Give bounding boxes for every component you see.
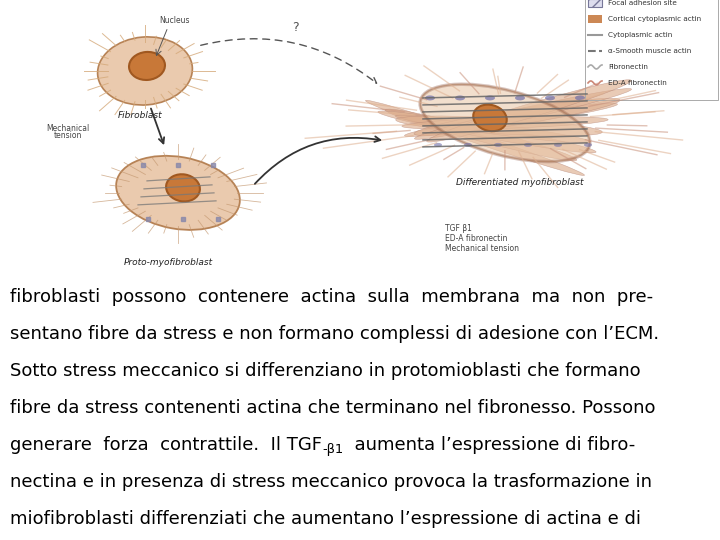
Ellipse shape xyxy=(515,96,525,100)
Ellipse shape xyxy=(129,52,165,80)
Ellipse shape xyxy=(385,109,577,161)
Bar xyxy=(588,15,602,23)
Ellipse shape xyxy=(545,96,555,100)
Ellipse shape xyxy=(396,116,602,136)
Ellipse shape xyxy=(427,80,631,142)
Ellipse shape xyxy=(395,115,590,143)
Text: fibre da stress contenenti actina che terminano nel fibronesso. Possono: fibre da stress contenenti actina che te… xyxy=(10,399,656,417)
Ellipse shape xyxy=(402,117,608,129)
Ellipse shape xyxy=(405,103,618,137)
Text: Cortical cytoplasmic actin: Cortical cytoplasmic actin xyxy=(608,16,701,22)
Text: sentano fibre da stress e non formano complessi di adesione con l’ECM.: sentano fibre da stress e non formano co… xyxy=(10,325,660,343)
Text: -β1: -β1 xyxy=(322,443,343,456)
Ellipse shape xyxy=(554,143,562,147)
Text: ED-A fibronectin: ED-A fibronectin xyxy=(445,234,508,243)
Text: Mechanical tension: Mechanical tension xyxy=(445,244,519,253)
Ellipse shape xyxy=(366,100,585,176)
Ellipse shape xyxy=(434,143,442,147)
Text: Cytoplasmic actin: Cytoplasmic actin xyxy=(608,32,672,38)
Text: Il modello a due stadi della differenziazione del miofibroblasto. In vivo, i: Il modello a due stadi della differenzia… xyxy=(10,251,660,269)
Ellipse shape xyxy=(464,143,472,147)
Text: Fibroblast: Fibroblast xyxy=(117,111,162,120)
Text: Differentiated myofibroblast: Differentiated myofibroblast xyxy=(456,178,584,187)
Ellipse shape xyxy=(455,96,465,100)
Text: Focal adhesion site: Focal adhesion site xyxy=(608,0,677,6)
Ellipse shape xyxy=(116,156,240,230)
Ellipse shape xyxy=(166,174,200,201)
Text: tension: tension xyxy=(54,131,82,140)
Ellipse shape xyxy=(425,96,435,100)
Text: aumenta l’espressione di fibro-: aumenta l’espressione di fibro- xyxy=(343,436,636,454)
Ellipse shape xyxy=(575,96,585,100)
Text: generare  forza  contrattile.  Il TGF: generare forza contrattile. Il TGF xyxy=(10,436,322,454)
Ellipse shape xyxy=(415,89,631,139)
Ellipse shape xyxy=(494,143,502,147)
Ellipse shape xyxy=(524,143,532,147)
Text: miofibroblasti differenziati che aumentano l’espressione di actina e di: miofibroblasti differenziati che aumenta… xyxy=(10,510,641,528)
Text: ED-A fibronectin: ED-A fibronectin xyxy=(608,80,667,86)
Bar xyxy=(588,0,602,7)
Ellipse shape xyxy=(420,84,590,161)
Text: nectina e in presenza di stress meccanico provoca la trasformazione in: nectina e in presenza di stress meccanic… xyxy=(10,473,652,491)
Text: fibroblasti  possono  contenere  actina  sulla  membrana  ma  non  pre-: fibroblasti possono contenere actina sul… xyxy=(10,288,653,306)
Ellipse shape xyxy=(378,111,596,153)
Text: α-Smooth muscle actin: α-Smooth muscle actin xyxy=(608,48,691,54)
Text: TGF β1: TGF β1 xyxy=(445,224,472,233)
Text: Mechanical: Mechanical xyxy=(46,124,89,133)
Text: Nucleus: Nucleus xyxy=(160,16,190,25)
Ellipse shape xyxy=(98,37,192,105)
Ellipse shape xyxy=(414,98,620,136)
Ellipse shape xyxy=(485,96,495,100)
Text: Sotto stress meccanico si differenziano in protomioblasti che formano: Sotto stress meccanico si differenziano … xyxy=(10,362,641,380)
Text: ?: ? xyxy=(292,21,298,34)
Ellipse shape xyxy=(584,143,592,147)
Text: Fibronectin: Fibronectin xyxy=(608,64,648,70)
Text: Proto-myofibroblast: Proto-myofibroblast xyxy=(123,258,212,267)
Ellipse shape xyxy=(473,105,507,131)
